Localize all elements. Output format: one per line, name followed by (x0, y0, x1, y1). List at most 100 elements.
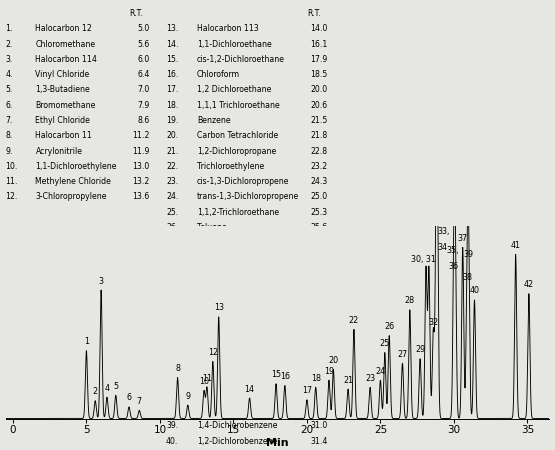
Text: 1,1-Dichloroethylene: 1,1-Dichloroethylene (36, 162, 117, 171)
Text: 1,3-Butadiene: 1,3-Butadiene (36, 86, 90, 94)
Text: 8.6: 8.6 (138, 116, 150, 125)
Text: 17.9: 17.9 (310, 55, 327, 64)
Text: Ethylbenzene: Ethylbenzene (197, 284, 250, 293)
Text: 25.3: 25.3 (310, 207, 327, 216)
Text: 7.: 7. (6, 116, 13, 125)
Text: 24.: 24. (166, 192, 178, 201)
Text: 31.4: 31.4 (310, 436, 327, 446)
Text: 20.: 20. (166, 131, 178, 140)
Text: 40: 40 (470, 287, 480, 296)
Text: Tetrachloroethylene: Tetrachloroethylene (197, 253, 275, 262)
Text: 28.8: 28.8 (310, 345, 327, 354)
Text: 30.0: 30.0 (310, 360, 327, 369)
Text: Toluene: Toluene (197, 223, 227, 232)
Text: 25.0: 25.0 (310, 192, 327, 201)
Text: 26.5: 26.5 (310, 238, 327, 247)
Text: 39.: 39. (166, 421, 178, 430)
Text: Halocarbon 114: Halocarbon 114 (36, 55, 97, 64)
Text: 11.2: 11.2 (132, 131, 150, 140)
Text: 1,1,1 Trichloroethane: 1,1,1 Trichloroethane (197, 101, 280, 110)
Text: 28: 28 (405, 296, 415, 305)
Text: 40.: 40. (166, 436, 178, 446)
Text: 17.: 17. (166, 86, 178, 94)
Text: 27: 27 (397, 350, 407, 359)
Text: 34: 34 (437, 243, 447, 252)
Text: cis-1,3-Dichloropropene: cis-1,3-Dichloropropene (197, 177, 290, 186)
Text: 25.: 25. (166, 207, 178, 216)
Text: Chloroform: Chloroform (197, 70, 240, 79)
Text: Chlorobenzene: Chlorobenzene (197, 269, 255, 278)
Text: 26.: 26. (166, 223, 178, 232)
Text: 29.: 29. (166, 269, 178, 278)
Text: 14: 14 (245, 385, 255, 394)
Text: 13.2: 13.2 (133, 177, 150, 186)
Text: 14.: 14. (166, 40, 179, 49)
Text: 24: 24 (375, 367, 386, 376)
Text: 30.6: 30.6 (310, 391, 327, 400)
Text: 7: 7 (137, 397, 142, 406)
Text: 28.1: 28.1 (310, 284, 327, 293)
Text: 27.0: 27.0 (310, 253, 327, 262)
Text: 1,4-Dichlorobenzene: 1,4-Dichlorobenzene (197, 421, 278, 430)
Text: 1,3-Dichlorobenzene: 1,3-Dichlorobenzene (197, 406, 278, 415)
Text: 21.8: 21.8 (310, 131, 327, 140)
Text: 21.5: 21.5 (310, 116, 327, 125)
Text: Acrylonitrile: Acrylonitrile (36, 147, 83, 156)
Text: 1,3,5-Trimethylbenzene: 1,3,5-Trimethylbenzene (197, 376, 288, 385)
Text: 33.: 33. (166, 330, 178, 339)
Text: 20: 20 (329, 356, 339, 365)
Text: 1: 1 (84, 338, 89, 346)
Text: 38.: 38. (166, 406, 178, 415)
Text: 36: 36 (448, 262, 458, 271)
Text: 8: 8 (175, 364, 180, 373)
Text: 1,2-Dichloropropane: 1,2-Dichloropropane (197, 147, 276, 156)
Text: 3-Chloropropylene: 3-Chloropropylene (36, 192, 107, 201)
Text: 6.4: 6.4 (137, 70, 150, 79)
Text: 3.: 3. (6, 55, 13, 64)
Text: 21.: 21. (166, 147, 178, 156)
Text: Halocarbon 11: Halocarbon 11 (36, 131, 92, 140)
Text: 1.: 1. (6, 24, 13, 33)
Text: 17: 17 (302, 386, 312, 395)
Text: 1,1,2,2-Tetrachloroethylene: 1,1,2,2-Tetrachloroethylene (197, 330, 304, 339)
Text: 34.: 34. (166, 345, 178, 354)
Text: 1,2-Dichlorobenzene: 1,2-Dichlorobenzene (197, 436, 278, 446)
Text: 7.0: 7.0 (138, 86, 150, 94)
Text: 27.: 27. (166, 238, 178, 247)
Text: 37.: 37. (166, 391, 178, 400)
Text: 4-Ethyltoluene: 4-Ethyltoluene (197, 360, 254, 369)
Text: 19: 19 (324, 367, 334, 376)
Text: 16: 16 (280, 372, 290, 381)
Text: 21: 21 (343, 376, 353, 385)
Text: Carbon Tetrachloride: Carbon Tetrachloride (197, 131, 278, 140)
Text: Halocarbon 113: Halocarbon 113 (197, 24, 259, 33)
Text: 10.: 10. (6, 162, 18, 171)
Text: Halocarbon 12: Halocarbon 12 (36, 24, 92, 33)
Text: 6.: 6. (6, 101, 13, 110)
Text: 32: 32 (428, 318, 438, 327)
Text: 12.: 12. (6, 192, 18, 201)
Text: 1,2 Dichloroethane: 1,2 Dichloroethane (197, 86, 271, 94)
Text: 30.: 30. (166, 284, 178, 293)
Text: 28.: 28. (166, 253, 178, 262)
Text: 26: 26 (384, 322, 394, 331)
Text: 15: 15 (271, 370, 281, 379)
Text: 30, 31: 30, 31 (411, 255, 436, 264)
Text: 30.9: 30.9 (310, 406, 327, 415)
Text: R.T.: R.T. (129, 9, 144, 18)
Text: 20.0: 20.0 (310, 86, 327, 94)
Text: 22: 22 (349, 316, 359, 325)
Text: 6.0: 6.0 (138, 55, 150, 64)
Text: 11.: 11. (6, 177, 18, 186)
Text: 33,: 33, (437, 227, 450, 236)
Text: R.T.: R.T. (307, 9, 321, 18)
Text: 32.: 32. (166, 315, 178, 324)
Text: 19.: 19. (166, 116, 178, 125)
Text: 14.0: 14.0 (310, 24, 327, 33)
Text: 18.: 18. (166, 101, 178, 110)
Text: 13.0: 13.0 (133, 162, 150, 171)
Text: 11: 11 (202, 374, 212, 383)
Text: 9.: 9. (6, 147, 13, 156)
Text: 4.: 4. (6, 70, 13, 79)
Text: 1,1,2-Trichloroethane: 1,1,2-Trichloroethane (197, 207, 279, 216)
